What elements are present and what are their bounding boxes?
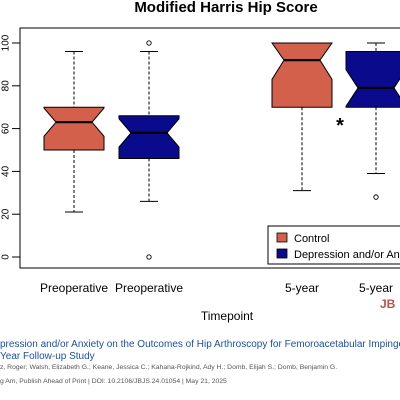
x-tick-label: Preoperative xyxy=(40,281,108,295)
journal-logo: JB xyxy=(380,297,396,311)
x-tick-label: Preoperative xyxy=(115,281,183,295)
article-journal-info: g Am, Publish Ahead of Print | DOI: 10.2… xyxy=(0,378,227,385)
legend-frame xyxy=(267,225,400,265)
y-tick-label: 40 xyxy=(1,165,12,177)
box-depression xyxy=(345,51,400,108)
legend-swatch-depression xyxy=(276,248,288,259)
y-axis: 0 20 40 60 80 100 xyxy=(1,34,20,260)
x-tick-labels: Preoperative Preoperative 5-year 5-year xyxy=(40,281,393,295)
outlier-point xyxy=(373,194,379,200)
outlier-point xyxy=(146,40,152,46)
plot-frame xyxy=(19,27,400,269)
legend-label-control: Control xyxy=(294,233,329,245)
box-control xyxy=(43,106,105,151)
legend-swatch-control xyxy=(276,232,288,243)
boxes xyxy=(43,40,400,260)
y-tick-label: 80 xyxy=(1,80,12,92)
box-depression xyxy=(118,115,180,160)
y-tick-label: 20 xyxy=(1,208,12,220)
y-tick-label: 60 xyxy=(1,123,12,135)
chart-title: Modified Harris Hip Score xyxy=(134,0,317,16)
y-tick-label: 0 xyxy=(1,254,12,260)
outlier-point xyxy=(146,254,152,260)
legend: Control Depression and/or Anxiety xyxy=(267,225,400,265)
x-axis-title: Timepoint xyxy=(201,309,254,323)
article-authors: z, Roger; Walsh, Elizabeth G.; Keane, Je… xyxy=(0,364,338,371)
article-title-line1: pression and/or Anxiety on the Outcomes … xyxy=(0,339,400,350)
x-tick-label: 5-year xyxy=(285,281,319,295)
article-title-link[interactable]: pression and/or Anxiety on the Outcomes … xyxy=(0,339,400,363)
significance-annotation: * xyxy=(336,115,344,137)
box-control xyxy=(271,42,333,108)
y-tick-label: 100 xyxy=(1,34,12,51)
article-title-line2: Year Follow-up Study xyxy=(0,351,95,362)
x-tick-label: 5-year xyxy=(359,281,393,295)
legend-label-depression: Depression and/or Anxiety xyxy=(294,249,400,261)
